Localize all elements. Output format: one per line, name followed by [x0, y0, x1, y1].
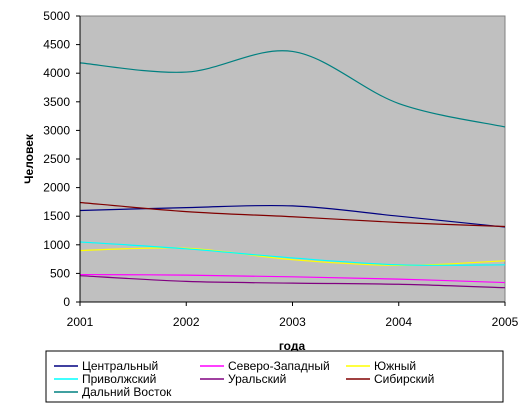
y-tick-label: 1000: [43, 238, 70, 252]
series-layer: [79, 50, 506, 289]
y-tick-label: 1500: [43, 209, 70, 223]
y-tick-label: 3000: [43, 123, 70, 137]
y-tick-label: 500: [50, 266, 70, 280]
legend-label: Приволжский: [82, 372, 156, 386]
series-line: [79, 201, 506, 228]
series-line: [79, 50, 506, 128]
y-tick-label: 4000: [43, 66, 70, 80]
y-tick-label: 2500: [43, 152, 70, 166]
series-line: [79, 275, 506, 289]
legend-label: Уральский: [228, 372, 286, 386]
x-tick-label: 2005: [492, 315, 519, 329]
legend-label: Центральный: [82, 359, 158, 373]
legend-box: [45, 350, 504, 403]
y-tick-label: 4500: [43, 38, 70, 52]
plot-area: [79, 15, 506, 303]
legend: Центральный Северо-Западный Южный Приволжск…: [45, 350, 504, 403]
series-line: [79, 247, 506, 266]
x-tick-label: 2003: [279, 315, 306, 329]
y-tick-label: 2000: [43, 181, 70, 195]
x-tick-label: 2001: [67, 315, 94, 329]
y-axis-title: Человек: [22, 133, 36, 184]
y-tick-label: 0: [63, 295, 70, 309]
series-line: [79, 241, 506, 266]
y-tick-label: 3500: [43, 95, 70, 109]
series-line: [79, 273, 506, 284]
y-tick-label: 5000: [43, 9, 70, 23]
legend-label: Дальний Восток: [82, 385, 172, 399]
y-axis-ticks: 0 500 1000 1500 2000 2500 3000 3500 4000 4500 5000: [43, 9, 80, 309]
legend-label: Сибирский: [374, 372, 434, 386]
legend-label: Южный: [374, 359, 416, 373]
x-tick-label: 2004: [385, 315, 412, 329]
legend-label: Северо-Западный: [228, 359, 330, 373]
x-axis-ticks: 2001 2002 2003 2004 2005: [67, 302, 519, 329]
x-axis-title: года: [279, 339, 306, 353]
x-tick-label: 2002: [173, 315, 200, 329]
